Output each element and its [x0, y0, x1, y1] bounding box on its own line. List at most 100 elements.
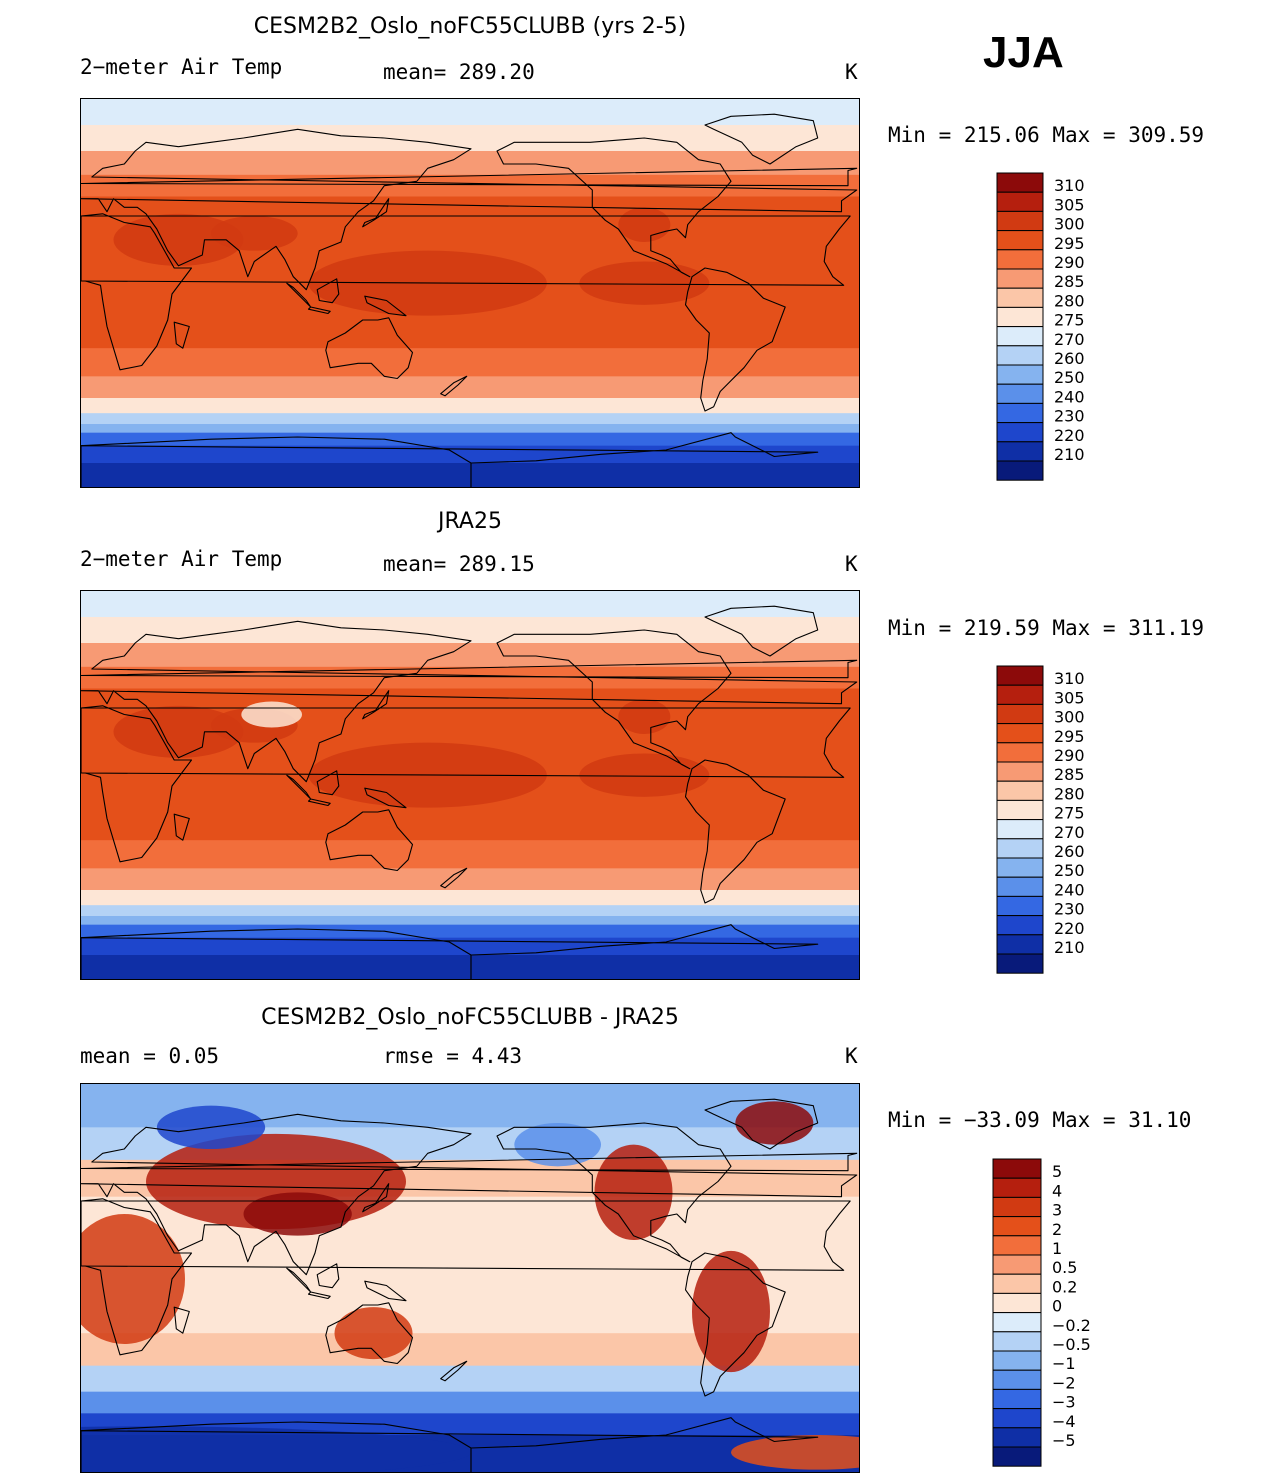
coastline [286, 282, 312, 308]
coastline [81, 705, 193, 863]
colorbar-tick-label: 220 [1054, 919, 1085, 938]
colorbar-swatch [996, 402, 1044, 424]
panel-2-map [80, 590, 860, 980]
panel-3-map [80, 1083, 860, 1473]
colorbar-swatch [996, 230, 1044, 251]
coastline [307, 306, 331, 315]
colorbar-swatch [996, 684, 1044, 705]
colorbar-tick-label: 0.5 [1052, 1258, 1077, 1277]
colorbar-tick-label: 240 [1054, 387, 1085, 406]
panel-1-title: CESM2B2_Oslo_noFC55CLUBB (yrs 2-5) [253, 14, 687, 39]
panel-1-stats: Min = 215.06 Max = 309.59 [888, 123, 1205, 147]
field-band [81, 413, 859, 425]
coastline [81, 436, 472, 487]
field-band [81, 99, 859, 126]
field-anomaly [692, 1250, 770, 1373]
colorbar-tick-label: 0.2 [1052, 1277, 1077, 1296]
colorbar-tick-label: 210 [1054, 445, 1085, 464]
colorbar-swatch [996, 838, 1044, 859]
field-band [81, 125, 859, 152]
colorbar-swatch [996, 364, 1044, 385]
colorbar-swatch [996, 460, 1044, 481]
coastline [440, 1360, 468, 1382]
coastline [81, 213, 193, 371]
colorbar-tick-label: 290 [1054, 746, 1085, 765]
colorbar-swatch [992, 1369, 1042, 1390]
colorbar-swatch [996, 326, 1044, 347]
colorbar-tick-label: 295 [1054, 234, 1085, 253]
colorbar-tick-label: −1 [1052, 1354, 1076, 1373]
coastline [173, 1306, 190, 1334]
panel-1-mean-label: mean= 289.20 [383, 60, 535, 84]
coastline [307, 798, 331, 807]
colorbar-swatch [996, 191, 1044, 212]
field-band [81, 840, 859, 869]
map-field [81, 1084, 859, 1472]
field-band [81, 445, 859, 464]
colorbar-tick-label: −0.2 [1052, 1316, 1091, 1335]
field-anomaly [113, 705, 244, 758]
colorbar-swatch [992, 1292, 1042, 1314]
colorbar-tick-label: 250 [1054, 861, 1085, 880]
field-anomaly [81, 1426, 471, 1472]
coastline [704, 1098, 819, 1150]
colorbar-tick-label: 310 [1054, 669, 1085, 688]
colorbar-tick-label: 3 [1052, 1201, 1062, 1220]
colorbar-swatch [992, 1196, 1042, 1218]
coastline [704, 113, 819, 165]
colorbar-swatch [996, 665, 1044, 686]
field-anomaly [579, 753, 710, 797]
colorbar-swatch [996, 383, 1044, 404]
coastline [325, 317, 414, 380]
field-band [81, 348, 859, 377]
map-field [81, 591, 859, 979]
field-anomaly [579, 261, 710, 305]
coastline [362, 690, 390, 720]
colorbar-swatch [992, 1427, 1042, 1448]
coastline [316, 1263, 340, 1289]
coastline [81, 620, 858, 783]
colorbar-swatch [996, 172, 1044, 193]
colorbar-tick-label: −0.5 [1052, 1335, 1091, 1354]
colorbar-tick-label: 280 [1054, 291, 1085, 310]
coastline [325, 1302, 414, 1365]
colorbar-tick-label: 230 [1054, 900, 1085, 919]
panel-2-stats: Min = 219.59 Max = 311.19 [888, 616, 1205, 640]
coastline [173, 813, 190, 841]
colorbar-tick-label: 280 [1054, 784, 1085, 803]
panel-3-unit-label: K [845, 1044, 858, 1068]
field-band [81, 617, 859, 644]
coastline [364, 295, 407, 317]
colorbar-swatch [996, 915, 1044, 936]
colorbar-swatch [992, 1254, 1042, 1275]
colorbar-swatch [996, 799, 1044, 821]
colorbar-swatch [996, 895, 1044, 917]
colorbar-tick-label: 2 [1052, 1220, 1062, 1239]
colorbar-swatch [996, 934, 1044, 955]
coastline [81, 432, 819, 487]
colorbar-tick-label: 300 [1054, 708, 1085, 727]
coastline [286, 1267, 312, 1293]
colorbar-svg: 3103053002952902852802752702602502402302… [996, 665, 1085, 974]
panel-3-rmse-label: rmse = 4.43 [383, 1044, 523, 1068]
coastline [81, 1417, 819, 1472]
colorbar-swatch [996, 703, 1044, 725]
colorbar-tick-label: 285 [1054, 765, 1085, 784]
colorbar-tick-label: 290 [1054, 253, 1085, 272]
panel-2-variable-label: 2−meter Air Temp [80, 547, 283, 571]
panel-2-mean-label: mean= 289.15 [383, 552, 535, 576]
colorbar-swatch [992, 1273, 1042, 1294]
coastline [81, 707, 851, 778]
colorbar-swatch [992, 1350, 1042, 1371]
colorbar-swatch [996, 953, 1044, 974]
panel-3-title: CESM2B2_Oslo_noFC55CLUBB - JRA25 [261, 1005, 679, 1030]
colorbar-tick-label: 4 [1052, 1181, 1062, 1200]
coastline [684, 759, 786, 904]
colorbar-swatch [992, 1158, 1042, 1179]
panel-2-colorbar: 310 305 300 295 290 285 280 275 270 260 250 240 230 2… [996, 665, 1126, 981]
coastline [364, 787, 407, 809]
coastline [316, 770, 340, 796]
field-band [81, 955, 859, 979]
field-anomaly [113, 213, 244, 266]
colorbar-tick-label: 230 [1054, 407, 1085, 426]
